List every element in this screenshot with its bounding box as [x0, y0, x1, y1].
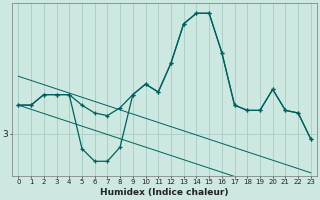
X-axis label: Humidex (Indice chaleur): Humidex (Indice chaleur): [100, 188, 229, 197]
